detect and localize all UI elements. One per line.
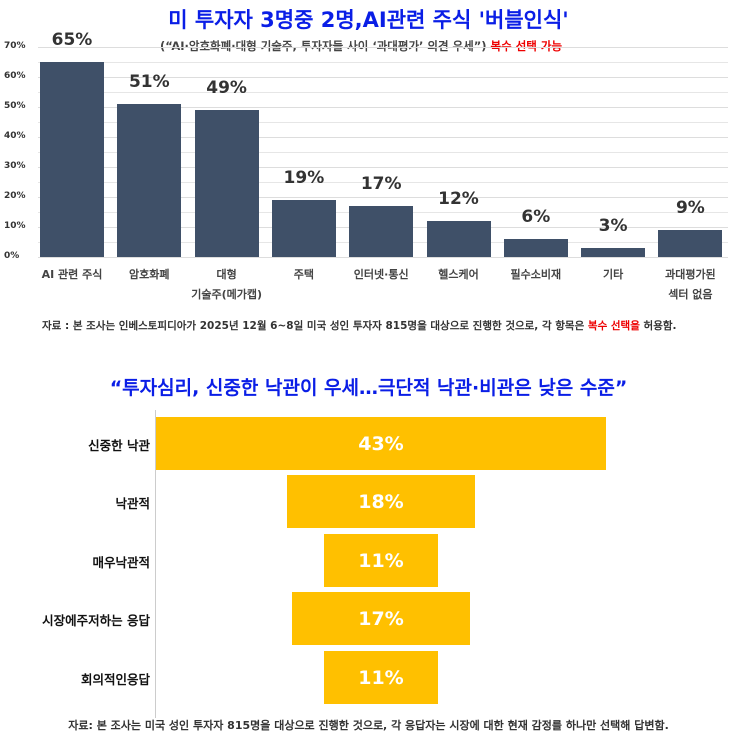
funnel-label: 매우낙관적 — [92, 555, 150, 570]
axis-divider — [155, 410, 156, 718]
bar-8 — [658, 230, 723, 257]
funnel-bar-1: 18% — [286, 475, 476, 528]
bar-6 — [503, 239, 568, 257]
source-end: 허용함. — [639, 320, 677, 332]
y-tick-label: 70% — [4, 41, 26, 51]
y-tick-label: 10% — [4, 221, 26, 231]
y-tick-label: 50% — [4, 101, 26, 111]
category-label: 필수소비재 — [510, 268, 562, 281]
funnel-label: 시장에주저하는 응답 — [42, 613, 150, 628]
gridline — [38, 62, 728, 63]
category-label: 기타 — [602, 268, 624, 281]
funnel-title: “투자심리, 신중한 낙관이 우세…극단적 낙관·비관은 낮은 수준” — [109, 377, 628, 399]
value-label: 12% — [438, 189, 479, 209]
category-label: AI 관련 주식 — [41, 268, 103, 281]
y-tick-label: 0% — [4, 251, 20, 261]
bar-2 — [194, 110, 259, 257]
bar-3 — [271, 200, 336, 257]
gridline — [38, 137, 728, 138]
gridline — [38, 122, 728, 123]
value-label: 19% — [283, 168, 325, 188]
funnel-label: 신중한 낙관 — [88, 438, 150, 453]
gridline — [38, 77, 728, 78]
funnel-bar-0: 43% — [156, 417, 606, 470]
value-label: 6% — [521, 207, 551, 227]
category-label: 주택 — [293, 268, 315, 281]
gridline — [38, 197, 728, 198]
category-label: 과대평가된 섹터 없음 — [665, 268, 716, 301]
funnel-label: 회의적인응답 — [80, 672, 150, 687]
y-tick-label: 30% — [4, 161, 26, 171]
value-label: 3% — [598, 216, 628, 236]
funnel-bar-2: 11% — [323, 534, 439, 587]
gridline — [38, 167, 728, 168]
source-text: 자료 : 본 조사는 인베스토피디아가 2025년 12월 6~8일 미국 성인… — [42, 320, 588, 332]
value-label: 51% — [128, 72, 170, 92]
source-note-2: 자료: 본 조사는 미국 성인 투자자 815명을 대상으로 진행한 것으로, … — [68, 719, 669, 732]
y-tick-label: 60% — [4, 71, 26, 81]
value-label: 17% — [360, 174, 402, 194]
gridline — [38, 257, 728, 258]
bar-1 — [117, 104, 182, 257]
gridline — [38, 152, 728, 153]
category-label: 암호화폐 — [129, 268, 170, 281]
value-label: 9% — [675, 198, 705, 218]
funnel-bar-4: 11% — [323, 651, 439, 704]
subtitle-note: 복수 선택 가능 — [490, 39, 563, 53]
bar-4 — [349, 206, 414, 257]
category-label: 대형 기술주(메가캡) — [191, 268, 262, 301]
chart-title: 미 투자자 3명중 2명,AI관련 주식 '버블인식' — [168, 8, 569, 32]
source-red: 복수 선택을 — [587, 320, 640, 332]
value-label: 49% — [206, 78, 247, 98]
subtitle-text: (“AI·암호화폐·대형 기술주, 투자자들 사이 ‘과대평가’ 의견 우세”) — [160, 39, 487, 53]
chart-subtitle: (“AI·암호화폐·대형 기술주, 투자자들 사이 ‘과대평가’ 의견 우세”)… — [160, 38, 562, 54]
bar-0 — [40, 62, 104, 257]
bar-5 — [426, 221, 491, 257]
category-label: 헬스케어 — [438, 268, 479, 281]
y-tick-label: 40% — [4, 131, 26, 141]
y-tick-label: 20% — [4, 191, 26, 201]
value-label: 65% — [51, 30, 93, 50]
bar-7 — [581, 248, 646, 257]
source-note-1: 자료 : 본 조사는 인베스토피디아가 2025년 12월 6~8일 미국 성인… — [42, 318, 677, 333]
category-label: 인터넷·통신 — [353, 268, 409, 281]
gridline — [38, 92, 728, 93]
gridline — [38, 47, 728, 48]
gridline — [38, 182, 728, 183]
funnel-bar-3: 17% — [292, 592, 470, 645]
gridline — [38, 107, 728, 108]
funnel-label: 낙관적 — [115, 496, 150, 511]
